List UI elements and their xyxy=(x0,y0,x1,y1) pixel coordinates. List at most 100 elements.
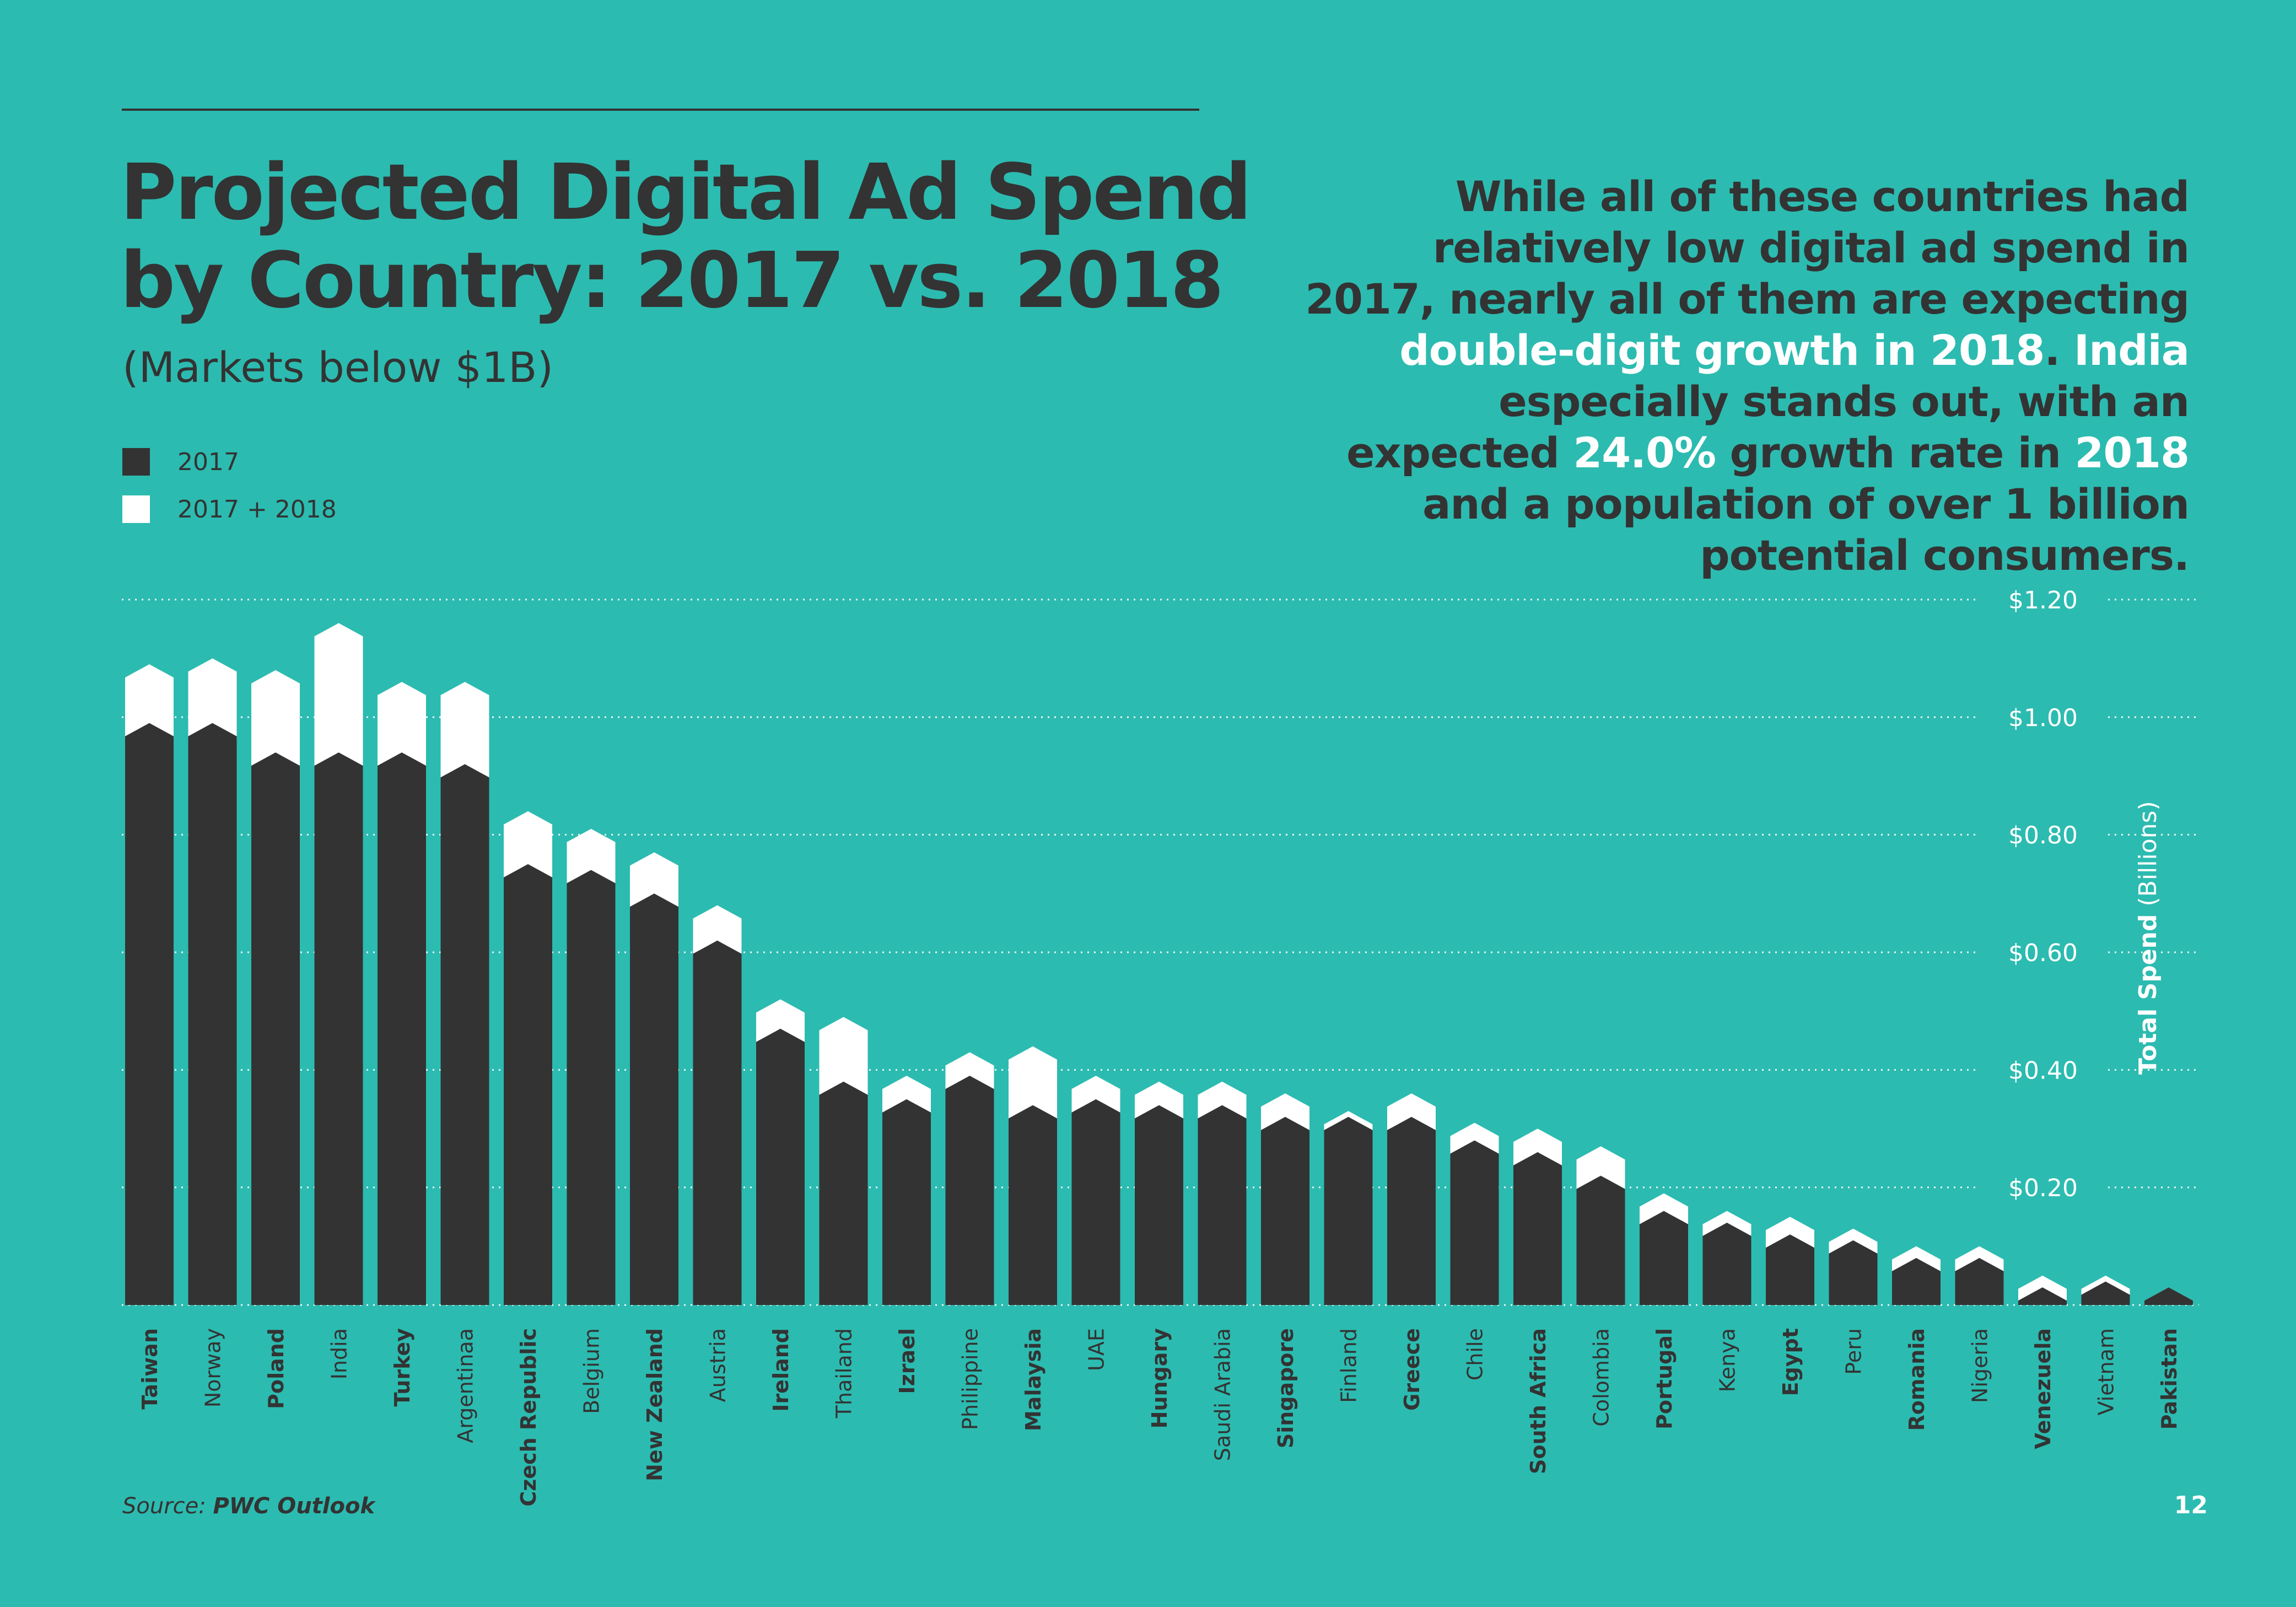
x-tick-label: Philippine xyxy=(958,1328,983,1430)
bar-2017-2 xyxy=(251,752,300,1305)
bar-2017-5 xyxy=(440,764,489,1305)
title-line-2: by Country: 2017 vs. 2018 xyxy=(120,236,1224,326)
legend-item-2017: 2017 xyxy=(122,438,337,486)
x-tick-label: Vietnam xyxy=(2094,1328,2119,1415)
subtitle: (Markets below $1B) xyxy=(122,343,554,392)
x-tick-label: Izrael xyxy=(895,1328,919,1394)
y-tick-label: $0.80 xyxy=(2008,822,2078,850)
callout-seg-5: especially stands out, with an expected xyxy=(1346,377,2190,477)
callout-seg-7: growth rate in xyxy=(1716,428,2075,477)
legend: 2017 2017 + 2018 xyxy=(122,438,337,533)
bar-2017-22 xyxy=(1513,1152,1562,1305)
x-tick-label: India xyxy=(327,1328,352,1379)
x-tick-label: Turkey xyxy=(390,1328,414,1407)
x-tick-label: Chile xyxy=(1463,1328,1487,1380)
x-tick-label: Austria xyxy=(706,1328,730,1402)
x-tick-label: Romania xyxy=(1905,1328,1929,1431)
bar-2017-16 xyxy=(1135,1105,1183,1305)
bar-2017-9 xyxy=(693,940,742,1305)
bar-2017-6 xyxy=(504,864,552,1305)
bar-2017-1 xyxy=(188,723,237,1305)
bar-2017-28 xyxy=(1892,1258,1941,1305)
title-line-1: Projected Digital Ad Spend xyxy=(120,148,1252,238)
bar-2017-10 xyxy=(756,1028,805,1305)
y-axis-title-bold: Total Spend xyxy=(2134,914,2162,1075)
x-tick-label: Pakistan xyxy=(2157,1328,2181,1430)
bar-2017-25 xyxy=(1702,1222,1751,1305)
x-tick-label: Belgium xyxy=(580,1328,604,1414)
x-tick-label: Taiwan xyxy=(138,1328,162,1410)
bar-2017-12 xyxy=(882,1099,931,1305)
bar-2017-7 xyxy=(567,870,616,1305)
bar-2017-21 xyxy=(1450,1140,1499,1305)
bar-2017-20 xyxy=(1387,1117,1436,1305)
bar-2017-8 xyxy=(630,893,678,1305)
bar-2017-23 xyxy=(1576,1175,1625,1305)
callout-seg-1: While all of these countries had relativ… xyxy=(1305,172,2190,323)
x-tick-label: Czech Republic xyxy=(516,1328,541,1507)
x-tick-label: Malaysia xyxy=(1021,1328,1045,1431)
callout-highlight-growth: double-digit growth in 2018 xyxy=(1399,326,2045,375)
x-tick-label: Portugal xyxy=(1652,1328,1677,1430)
x-tick-label: Argentinaa xyxy=(454,1328,478,1443)
bar-2017-4 xyxy=(378,752,426,1305)
source-prefix: Source: xyxy=(122,1493,206,1519)
y-axis-title-unit: (Billions) xyxy=(2134,801,2162,914)
x-tick-label: Greece xyxy=(1400,1328,1424,1411)
x-tick-label: UAE xyxy=(1085,1328,1109,1371)
bar-2017-31 xyxy=(2081,1281,2130,1305)
y-tick-label: $0.60 xyxy=(2008,939,2078,967)
legend-item-2018: 2017 + 2018 xyxy=(122,486,337,533)
top-rule xyxy=(122,109,1199,111)
x-tick-label: New Zealand xyxy=(643,1328,667,1481)
callout-highlight-india: India xyxy=(2073,326,2190,375)
x-tick-label: Hungary xyxy=(1147,1328,1172,1428)
bar-2017-19 xyxy=(1324,1117,1373,1305)
legend-swatch-2017 xyxy=(122,448,150,476)
bar-2017-18 xyxy=(1261,1117,1309,1305)
callout-seg-3: . xyxy=(2044,326,2074,375)
x-tick-label: Saudi Arabia xyxy=(1211,1328,1235,1461)
bar-2017-30 xyxy=(2018,1287,2067,1305)
source-name: PWC Outlook xyxy=(213,1493,375,1519)
bar-2017-13 xyxy=(945,1076,994,1305)
source-note: Source: PWC Outlook xyxy=(122,1493,375,1519)
x-tick-label: Kenya xyxy=(1716,1328,1740,1392)
bar-2017-14 xyxy=(1009,1105,1057,1305)
bar-2017-0 xyxy=(125,723,174,1305)
x-tick-label: Thailand xyxy=(832,1328,856,1419)
legend-label-2017: 2017 xyxy=(177,447,239,476)
callout-highlight-year: 2018 xyxy=(2074,428,2190,477)
y-axis-title: Total Spend (Billions) xyxy=(2134,801,2162,1075)
callout-text: While all of these countries had relativ… xyxy=(1296,171,2190,581)
bar-2017-26 xyxy=(1766,1234,1814,1305)
y-tick-label: $0.40 xyxy=(2008,1056,2078,1085)
x-tick-label: Singapore xyxy=(1274,1328,1298,1448)
legend-swatch-2018 xyxy=(122,495,150,523)
y-tick-label: $1.00 xyxy=(2008,704,2078,732)
x-tick-label: Nigeria xyxy=(1968,1328,1992,1403)
x-tick-label: Venezuela xyxy=(2031,1328,2055,1449)
x-tick-label: Colombia xyxy=(1589,1328,1614,1427)
x-tick-label: South Africa xyxy=(1526,1328,1550,1474)
bar-2017-32 xyxy=(2144,1287,2193,1305)
x-tick-label: Egypt xyxy=(1778,1328,1803,1396)
x-tick-label: Poland xyxy=(264,1328,288,1409)
x-tick-label: Ireland xyxy=(769,1328,793,1412)
bar-2017-24 xyxy=(1640,1211,1688,1305)
y-tick-label: $0.20 xyxy=(2008,1174,2078,1202)
x-tick-label: Finland xyxy=(1337,1328,1361,1403)
x-tick-label: Peru xyxy=(1842,1328,1866,1375)
callout-seg-9: and a population of over 1 billion poten… xyxy=(1422,479,2190,580)
callout-highlight-rate: 24.0% xyxy=(1573,428,1716,477)
bar-2017-11 xyxy=(819,1081,868,1305)
bar-2017-15 xyxy=(1071,1099,1120,1305)
page-title: Projected Digital Ad Spend by Country: 2… xyxy=(120,149,1266,325)
legend-label-2018: 2017 + 2018 xyxy=(177,495,337,524)
y-tick-label: $1.20 xyxy=(2008,586,2078,614)
bar-2017-3 xyxy=(314,752,363,1305)
bar-2017-17 xyxy=(1198,1105,1247,1305)
x-tick-label: Norway xyxy=(201,1328,225,1408)
page-number: 12 xyxy=(2174,1491,2208,1519)
